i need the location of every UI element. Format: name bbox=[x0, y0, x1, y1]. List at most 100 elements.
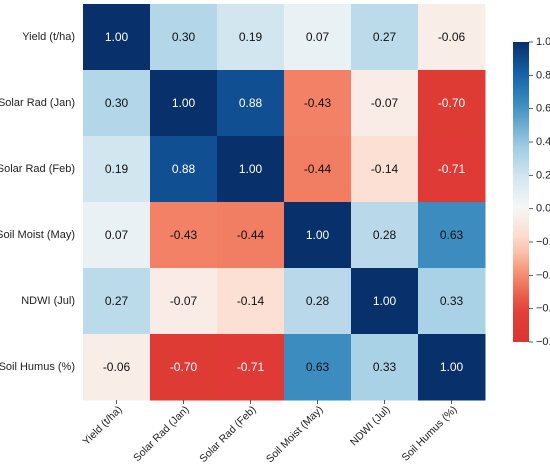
heatmap-cell bbox=[83, 202, 151, 269]
cell-value-label: 0.88 bbox=[172, 162, 196, 176]
cell-value-label: 1.00 bbox=[172, 96, 196, 110]
cell-value-label: -0.43 bbox=[304, 96, 332, 110]
cell-value-label: -0.43 bbox=[170, 228, 198, 242]
colorbar-tick-label: 0.8 bbox=[536, 69, 550, 81]
heatmap-cell bbox=[150, 334, 218, 401]
cell-value-label: 0.63 bbox=[306, 360, 330, 374]
heatmap-cell bbox=[418, 4, 486, 71]
heatmap-cell bbox=[418, 202, 486, 269]
heatmap-cell bbox=[418, 136, 486, 203]
heatmap-cell bbox=[351, 202, 419, 269]
cell-value-label: 0.27 bbox=[373, 30, 397, 44]
heatmap-cell bbox=[418, 268, 486, 335]
cell-value-label: 0.07 bbox=[306, 30, 330, 44]
cell-value-label: -0.70 bbox=[170, 360, 198, 374]
heatmap-cell bbox=[284, 70, 352, 137]
cell-value-label: 0.28 bbox=[373, 228, 397, 242]
column-label: Yield (t/ha) bbox=[81, 404, 125, 448]
cell-value-label: 0.88 bbox=[239, 96, 263, 110]
row-label: Solar Rad (Jan) bbox=[0, 97, 75, 109]
cell-value-label: -0.06 bbox=[438, 30, 466, 44]
cell-value-label: -0.44 bbox=[237, 228, 265, 242]
colorbar-gradient bbox=[513, 42, 529, 342]
heatmap-cell bbox=[418, 70, 486, 137]
heatmap-cell bbox=[150, 202, 218, 269]
cell-value-label: 1.00 bbox=[105, 30, 129, 44]
cell-value-label: -0.07 bbox=[371, 96, 399, 110]
heatmap-cell bbox=[284, 334, 352, 401]
cell-value-label: -0.14 bbox=[237, 294, 265, 308]
cell-value-label: 1.00 bbox=[239, 162, 263, 176]
heatmap-cell bbox=[150, 268, 218, 335]
column-label: Soil Humus (%) bbox=[400, 404, 460, 464]
column-labels: Yield (t/ha) Solar Rad (Jan) Solar Rad (Fe… bbox=[81, 400, 460, 465]
cell-value-label: 0.19 bbox=[239, 30, 263, 44]
cell-value-label: 0.27 bbox=[105, 294, 129, 308]
colorbar-tick-label: −0.4 bbox=[536, 269, 550, 281]
heatmap-cell bbox=[217, 334, 285, 401]
cell-value-label: 0.63 bbox=[440, 228, 464, 242]
cell-value-label: 0.07 bbox=[105, 228, 129, 242]
cell-value-label: -0.06 bbox=[103, 360, 131, 374]
column-label: NDWI (Jul) bbox=[348, 404, 393, 449]
row-label: Soil Humus (%) bbox=[0, 361, 75, 373]
heatmap-cell bbox=[351, 334, 419, 401]
colorbar-tick-label: 0.2 bbox=[536, 169, 550, 181]
column-label: Soil Moist (May) bbox=[264, 404, 326, 466]
row-label: Soil Moist (May) bbox=[0, 229, 75, 241]
heatmap-cell bbox=[284, 4, 352, 71]
cell-value-label: -0.14 bbox=[371, 162, 399, 176]
heatmap-cell bbox=[150, 70, 218, 137]
column-label: Solar Rad (Feb) bbox=[197, 404, 258, 465]
heatmap-cell bbox=[217, 70, 285, 137]
colorbar-tick-label: 0.6 bbox=[536, 103, 550, 115]
heatmap-cell bbox=[217, 268, 285, 335]
heatmap-cell bbox=[150, 136, 218, 203]
heatmap-cell bbox=[217, 4, 285, 71]
cell-value-label: 0.30 bbox=[105, 96, 129, 110]
colorbar-tick-label: 1.0 bbox=[536, 36, 550, 48]
row-label: Yield (t/ha) bbox=[22, 31, 75, 43]
cell-value-label: -0.70 bbox=[438, 96, 466, 110]
colorbar-tick-label: 0.0 bbox=[536, 203, 550, 215]
cell-value-label: 1.00 bbox=[373, 294, 397, 308]
heatmap-cells: 1.00 0.30 0.19 0.07 0.27 -0.06 0.30 1.00 0.88 -0.… bbox=[83, 4, 486, 401]
colorbar-tick-label: −0.6 bbox=[536, 303, 550, 315]
column-label: Solar Rad (Jan) bbox=[131, 404, 191, 464]
row-label: Solar Rad (Feb) bbox=[0, 163, 75, 175]
cell-value-label: 0.33 bbox=[373, 360, 397, 374]
colorbar-tick-label: −0.8 bbox=[536, 336, 550, 348]
heatmap-cell bbox=[284, 202, 352, 269]
heatmap-cell bbox=[217, 136, 285, 203]
heatmap-cell bbox=[83, 4, 151, 71]
heatmap-cell bbox=[83, 268, 151, 335]
row-labels: Yield (t/ha) Solar Rad (Jan) Solar Rad (Fe… bbox=[0, 31, 75, 373]
heatmap-cell bbox=[418, 334, 486, 401]
colorbar-tick-label: −0.2 bbox=[536, 236, 550, 248]
heatmap-cell bbox=[217, 202, 285, 269]
cell-value-label: 1.00 bbox=[440, 360, 464, 374]
heatmap-cell bbox=[351, 136, 419, 203]
heatmap-cell bbox=[284, 268, 352, 335]
heatmap-cell bbox=[150, 4, 218, 71]
cell-value-label: 0.19 bbox=[105, 162, 129, 176]
heatmap-cell bbox=[351, 4, 419, 71]
heatmap-cell bbox=[351, 70, 419, 137]
cell-value-label: -0.71 bbox=[237, 360, 265, 374]
cell-value-label: -0.44 bbox=[304, 162, 332, 176]
colorbar-tick-label: 0.4 bbox=[536, 136, 550, 148]
heatmap-cell bbox=[83, 70, 151, 137]
heatmap-cell bbox=[83, 136, 151, 203]
cell-value-label: -0.07 bbox=[170, 294, 198, 308]
cell-value-label: -0.71 bbox=[438, 162, 466, 176]
heatmap-cell bbox=[83, 334, 151, 401]
cell-value-label: 0.30 bbox=[172, 30, 196, 44]
row-label: NDWI (Jul) bbox=[21, 295, 75, 307]
heatmap-cell bbox=[351, 268, 419, 335]
cell-value-label: 1.00 bbox=[306, 228, 330, 242]
heatmap-cell bbox=[284, 136, 352, 203]
cell-value-label: 0.28 bbox=[306, 294, 330, 308]
colorbar: 1.0 0.8 0.6 0.4 0.2 0.0 −0.2 −0.4 −0.6 −0.8 bbox=[513, 36, 550, 348]
cell-value-label: 0.33 bbox=[440, 294, 464, 308]
